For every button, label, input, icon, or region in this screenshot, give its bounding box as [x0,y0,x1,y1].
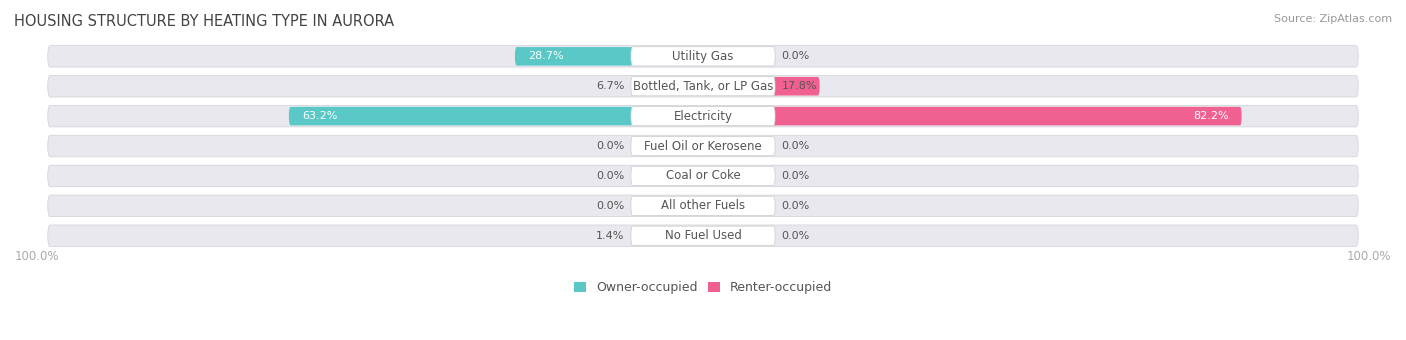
FancyBboxPatch shape [703,226,755,245]
Text: 0.0%: 0.0% [782,141,810,151]
Text: Coal or Coke: Coal or Coke [665,169,741,183]
FancyBboxPatch shape [48,225,1358,246]
FancyBboxPatch shape [703,167,755,185]
FancyBboxPatch shape [693,226,703,245]
Text: 100.0%: 100.0% [1347,250,1391,263]
FancyBboxPatch shape [48,105,1358,127]
FancyBboxPatch shape [631,166,775,186]
FancyBboxPatch shape [651,137,703,155]
Text: 0.0%: 0.0% [596,171,624,181]
FancyBboxPatch shape [659,77,703,96]
FancyBboxPatch shape [631,76,775,96]
FancyBboxPatch shape [703,197,755,215]
FancyBboxPatch shape [631,196,775,216]
Text: All other Fuels: All other Fuels [661,199,745,212]
Text: 0.0%: 0.0% [782,51,810,61]
Text: 0.0%: 0.0% [782,171,810,181]
Text: 17.8%: 17.8% [782,81,817,91]
Text: Source: ZipAtlas.com: Source: ZipAtlas.com [1274,14,1392,23]
FancyBboxPatch shape [631,136,775,156]
Text: Bottled, Tank, or LP Gas: Bottled, Tank, or LP Gas [633,80,773,93]
FancyBboxPatch shape [703,137,755,155]
Text: 82.2%: 82.2% [1192,111,1229,121]
FancyBboxPatch shape [48,165,1358,187]
FancyBboxPatch shape [703,77,820,96]
Text: No Fuel Used: No Fuel Used [665,229,741,242]
Text: Utility Gas: Utility Gas [672,50,734,63]
FancyBboxPatch shape [651,197,703,215]
Text: 1.4%: 1.4% [596,231,624,241]
FancyBboxPatch shape [288,107,703,125]
Text: Electricity: Electricity [673,109,733,123]
FancyBboxPatch shape [48,75,1358,97]
Text: Fuel Oil or Kerosene: Fuel Oil or Kerosene [644,139,762,153]
Text: HOUSING STRUCTURE BY HEATING TYPE IN AURORA: HOUSING STRUCTURE BY HEATING TYPE IN AUR… [14,14,394,29]
FancyBboxPatch shape [703,107,1241,125]
FancyBboxPatch shape [48,135,1358,157]
Text: 0.0%: 0.0% [782,231,810,241]
FancyBboxPatch shape [48,46,1358,67]
FancyBboxPatch shape [515,47,703,66]
Text: 6.7%: 6.7% [596,81,624,91]
FancyBboxPatch shape [631,47,775,66]
Text: 63.2%: 63.2% [302,111,337,121]
Text: 100.0%: 100.0% [15,250,59,263]
FancyBboxPatch shape [48,195,1358,217]
Text: 0.0%: 0.0% [782,201,810,211]
FancyBboxPatch shape [631,226,775,245]
FancyBboxPatch shape [703,47,755,66]
Text: 28.7%: 28.7% [529,51,564,61]
Legend: Owner-occupied, Renter-occupied: Owner-occupied, Renter-occupied [568,276,838,299]
FancyBboxPatch shape [651,167,703,185]
Text: 0.0%: 0.0% [596,141,624,151]
FancyBboxPatch shape [631,106,775,126]
Text: 0.0%: 0.0% [596,201,624,211]
